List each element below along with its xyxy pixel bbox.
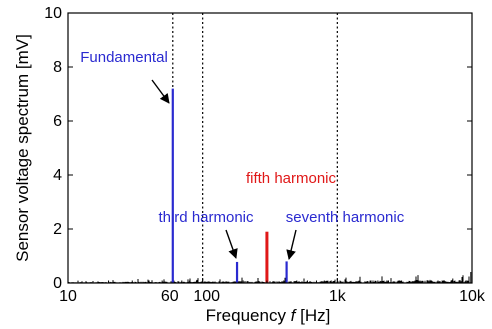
- x-tick-label-60: 60: [161, 288, 179, 305]
- annotation-arrow-0: [151, 79, 170, 104]
- noise-floor: [68, 272, 472, 283]
- annotation-arrow-1: [225, 229, 238, 259]
- x-axis-label-variable: f: [291, 306, 298, 325]
- noise-trace: [68, 272, 472, 283]
- y-axis-label: Sensor voltage spectrum [mV]: [13, 34, 32, 262]
- y-tick-label-2: 2: [53, 221, 62, 238]
- annotation-label-0: Fundamental: [80, 49, 168, 66]
- x-axis-label-unit: [Hz]: [295, 306, 330, 325]
- x-tick-label-100: 100: [193, 288, 220, 305]
- grid-layer: [172, 13, 338, 283]
- x-tick-label-10: 10: [59, 288, 77, 305]
- y-tick-label-8: 8: [53, 59, 62, 76]
- peak-layer: [171, 88, 288, 283]
- y-tick-label-10: 10: [44, 5, 62, 22]
- y-tick-label-6: 6: [53, 113, 62, 130]
- annotation-arrow-3: [286, 229, 297, 260]
- x-tick-label-10000: 10k: [459, 288, 486, 305]
- y-tick-label-4: 4: [53, 167, 62, 184]
- annotation-label-3: seventh harmonic: [286, 209, 405, 226]
- y-tick-label-0: 0: [53, 275, 62, 292]
- x-tick-label-1000: 1k: [329, 288, 347, 305]
- annotation-layer: Fundamental third harmonic fifth harmonic s…: [80, 49, 405, 260]
- tick-layer: 10 60 100 1k 10k 0 2 4 6 8 10: [44, 5, 486, 305]
- plot-frame: [67, 12, 473, 284]
- annotation-label-1: third harmonic: [158, 209, 254, 226]
- x-axis-label: Frequency f [Hz]: [206, 306, 331, 325]
- annotation-label-2: fifth harmonic: [246, 170, 337, 187]
- x-axis-label-prefix: Frequency: [206, 306, 291, 325]
